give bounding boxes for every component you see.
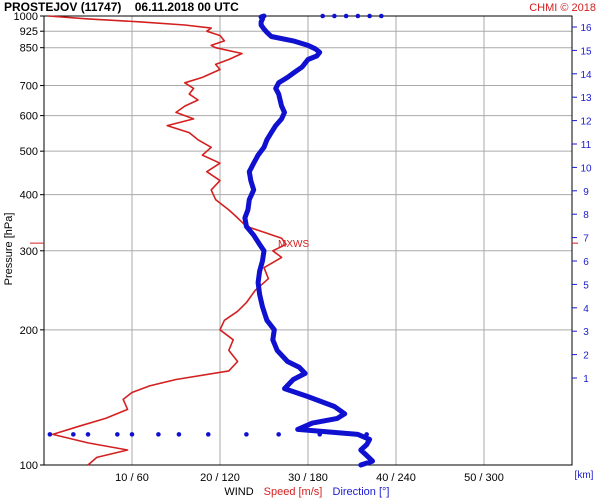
direction-point <box>355 13 361 19</box>
direction-point <box>367 13 372 19</box>
chart-title: PROSTEJOV (11747) 06.11.2018 00 UTC <box>4 0 239 14</box>
copyright-text: CHMI © 2018 <box>529 2 596 14</box>
km-tick-label: 14 <box>580 70 592 81</box>
direction-point <box>176 432 182 437</box>
x-axis-label-wind: WIND <box>224 486 253 498</box>
km-tick-label: 7 <box>583 234 589 245</box>
km-tick-label: 4 <box>583 304 589 315</box>
direction-point <box>115 432 120 437</box>
pressure-tick-label: 200 <box>20 325 38 337</box>
km-tick-label: 8 <box>583 210 589 221</box>
direction-point <box>244 432 249 437</box>
direction-point <box>71 432 76 437</box>
km-unit-label: [km] <box>575 470 594 481</box>
km-tick-label: 11 <box>581 140 592 151</box>
pressure-tick-label: 500 <box>20 146 38 158</box>
direction-point <box>379 13 384 19</box>
y-axis-label: Pressure [hPa] <box>3 213 15 286</box>
km-tick-label: 2 <box>583 351 589 362</box>
direction-point <box>343 13 349 19</box>
direction-point <box>47 432 53 437</box>
km-tick-label: 10 <box>580 163 592 174</box>
direction-point <box>156 432 161 437</box>
mxws-annotation: MXWS <box>278 239 309 250</box>
pressure-tick-label: 700 <box>20 81 38 93</box>
pressure-tick-label: 400 <box>20 190 38 202</box>
km-tick-label: 15 <box>580 46 592 57</box>
pressure-tick-label: 925 <box>20 26 38 38</box>
km-tick-label: 16 <box>580 23 592 34</box>
direction-point <box>85 432 91 437</box>
direction-series-line <box>242 13 375 468</box>
speed-series-line <box>48 15 287 466</box>
direction-point <box>205 432 211 437</box>
km-tick-label: 6 <box>583 257 589 268</box>
pressure-tick-label: 300 <box>20 246 38 258</box>
direction-point <box>276 432 281 437</box>
km-tick-label: 3 <box>583 327 589 338</box>
km-tick-label: 12 <box>580 117 592 128</box>
pressure-tick-label: 850 <box>20 43 38 55</box>
wind-tick-label: 40 / 240 <box>376 472 416 484</box>
direction-point <box>129 432 135 437</box>
direction-point <box>364 432 369 437</box>
pressure-tick-label: 600 <box>20 111 38 123</box>
wind-tick-label: 30 / 180 <box>288 472 328 484</box>
direction-point <box>332 13 337 19</box>
km-tick-label: 13 <box>580 93 592 104</box>
label-layer: PROSTEJOV (11747) 06.11.2018 00 UTC CHMI… <box>3 0 596 498</box>
wind-tick-label: 50 / 300 <box>464 472 504 484</box>
direction-point <box>320 13 325 19</box>
series-layer <box>47 13 384 468</box>
km-tick-label: 9 <box>583 187 589 198</box>
direction-point <box>317 432 323 437</box>
km-tick-label: 1 <box>583 374 589 385</box>
plot-frame <box>43 15 573 466</box>
axis-layer <box>30 15 578 466</box>
x-axis-label-speed: Speed [m/s] <box>264 486 323 498</box>
km-tick-label: 5 <box>583 280 589 291</box>
pressure-tick-label: 100 <box>20 460 38 472</box>
pressure-tick-label: 1000 <box>14 11 38 23</box>
wind-tick-label: 10 / 60 <box>115 472 149 484</box>
x-axis-label-direction: Direction [°] <box>333 486 390 498</box>
grid-layer <box>44 16 572 465</box>
wind-tick-label: 20 / 120 <box>200 472 240 484</box>
